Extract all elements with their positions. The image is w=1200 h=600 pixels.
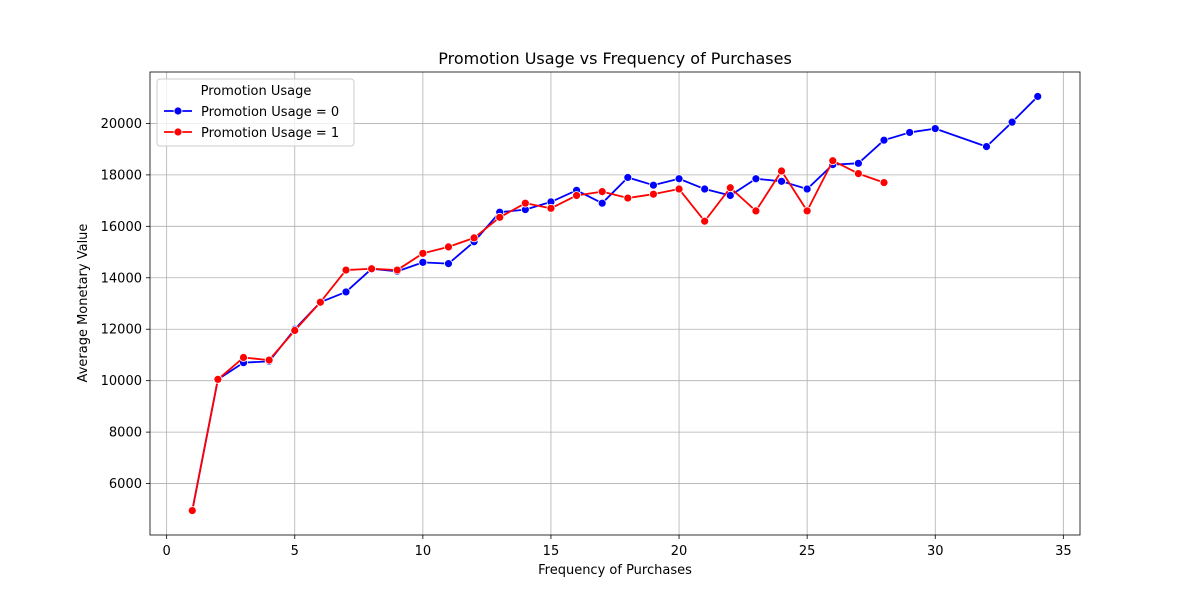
data-point [853,158,863,168]
y-axis-label: Average Monetary Value [76,224,91,383]
y-tick-label: 10000 [101,374,142,389]
data-point [367,264,377,274]
y-tick-label: 8000 [109,426,142,441]
grid-lines [150,72,1080,535]
data-point [418,257,428,267]
data-point [213,374,223,384]
chart-title: Promotion Usage vs Frequency of Purchase… [438,49,792,68]
data-point [905,128,915,137]
data-point [879,135,889,145]
data-point [290,326,300,335]
data-point [187,506,197,515]
axes: 0 5 10 15 20 25 30 35 6000 8000 10000 12000 14000 160… [101,71,1081,559]
data-point [597,187,607,197]
data-point [623,173,633,182]
legend-label-promotion-0: Promotion Usage = 0 [201,105,339,120]
data-point [674,174,684,184]
data-point [469,233,479,243]
data-point [392,265,402,275]
data-point [1033,92,1043,101]
y-tick-label: 16000 [101,220,142,235]
data-point [520,198,530,208]
y-tick-label: 12000 [101,323,142,338]
data-point [751,174,761,184]
data-point [879,178,889,188]
data-point [597,198,607,208]
x-tick-label: 10 [415,544,432,559]
legend-marker-promotion-1 [173,127,183,137]
data-point [725,183,735,193]
legend-marker-promotion-0 [173,106,183,116]
data-point [623,193,633,203]
data-point [802,184,812,194]
legend-box [156,78,355,147]
x-tick-label: 15 [543,544,560,559]
x-tick-label: 5 [291,544,299,559]
series-line-promotion-1 [191,159,885,511]
series-promotion-1 [187,156,889,515]
data-point [239,353,248,362]
data-point [802,206,812,216]
x-axis-label: Frequency of Purchases [538,563,692,578]
data-point [341,287,351,297]
data-point [751,206,761,216]
data-point [777,176,786,186]
data-point [853,169,863,179]
data-point [649,180,658,190]
series-layer [187,92,1043,515]
data-point [700,216,710,226]
data-point [828,156,838,166]
y-tick-label: 20000 [101,117,142,132]
data-point [674,184,684,194]
data-point [546,203,556,213]
x-tick-label: 30 [927,544,944,559]
data-point [341,265,351,275]
y-tick-label: 6000 [109,477,142,492]
data-point [777,166,786,176]
plot-frame [149,71,1081,536]
y-tick-label: 18000 [101,168,142,183]
data-point [930,124,940,133]
data-point [495,212,505,222]
data-point [572,191,581,200]
data-point [649,189,658,199]
x-tick-label: 20 [671,544,688,559]
data-point [418,248,428,258]
x-tick-label: 0 [163,544,171,559]
data-point [444,242,453,252]
data-point [315,297,325,307]
x-tick-label: 35 [1055,544,1072,559]
legend: Promotion Usage Promotion Usage = 0 Prom… [156,78,355,147]
data-point [1007,117,1017,127]
x-tick-label: 25 [799,544,816,559]
data-point [700,184,710,194]
data-point [444,259,453,269]
y-tick-label: 14000 [101,271,142,286]
legend-label-promotion-1: Promotion Usage = 1 [201,126,339,141]
data-point [264,355,274,365]
data-point [982,142,991,151]
legend-title: Promotion Usage [201,84,312,99]
